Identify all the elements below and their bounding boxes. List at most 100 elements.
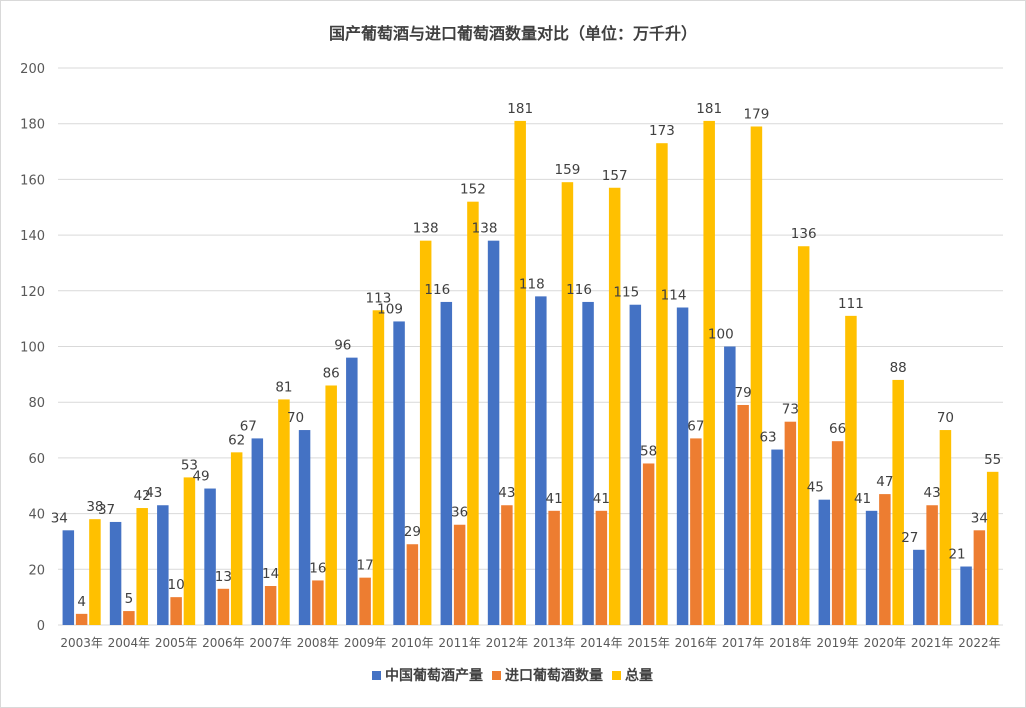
data-label: 111 [838,296,864,312]
bar-domestic [204,488,216,625]
data-label: 70 [287,410,304,426]
bar-import [123,611,135,625]
data-label: 152 [460,182,486,198]
bar-domestic [913,549,925,625]
data-label: 43 [498,485,515,501]
bar-total [467,201,479,625]
x-tick-label: 2012年 [486,636,529,650]
x-tick-label: 2003年 [60,636,103,650]
bar-import [170,597,182,625]
data-label: 49 [192,469,209,485]
x-tick-label: 2019年 [816,636,859,650]
bar-import [831,441,844,625]
bar-domestic [724,346,736,625]
data-label: 34 [971,510,988,526]
data-label: 36 [451,505,468,521]
bar-domestic [818,499,831,625]
grid-layer [58,67,1003,626]
data-label: 86 [323,365,340,381]
y-tick-label: 60 [28,452,45,467]
y-tick-label: 100 [20,341,45,356]
data-label: 5 [125,591,134,607]
bar-import [75,613,88,625]
data-label: 14 [262,566,279,582]
bar-domestic [393,321,405,625]
y-tick-label: 40 [28,508,45,523]
data-label: 16 [309,560,326,576]
bar-domestic [346,357,358,625]
data-label: 29 [404,524,421,540]
bar-domestic [157,505,169,625]
x-tick-label: 2017年 [722,636,765,650]
x-tick-label: 2022年 [958,636,1001,650]
data-label: 63 [759,430,776,446]
y-tick-label: 180 [20,118,45,133]
bar-total [939,430,952,625]
bar-domestic [535,296,547,625]
data-label: 100 [708,327,734,343]
bar-total [797,246,810,626]
data-label: 116 [424,282,450,298]
y-tick-label: 80 [28,396,45,411]
data-label: 41 [546,491,563,507]
x-tick-label: 2013年 [533,636,576,650]
bar-total [230,452,243,625]
data-label: 73 [782,402,799,418]
data-label: 181 [696,101,722,117]
legend-swatch [372,671,381,680]
bar-import [926,505,938,625]
y-tick-label: 200 [20,62,45,77]
y-tick-label: 0 [37,619,45,634]
data-label: 66 [829,421,846,437]
legend-label: 总量 [625,667,653,684]
bar-total [372,310,385,625]
bar-import [217,588,230,625]
bar-import [359,577,371,625]
data-label-layer: 3443837542431053491362671481701686961711… [51,101,1002,610]
x-tick-label: 2008年 [297,636,340,650]
data-label: 116 [566,282,592,298]
y-axis-ticks: 0 20 40 60 80 100 120 140 160 180 200 [20,62,45,634]
bar-import [690,438,702,625]
bar-total [419,240,432,626]
y-tick-label: 120 [20,285,45,300]
bar-domestic [771,449,783,625]
data-label: 43 [145,485,162,501]
data-label: 41 [854,491,871,507]
data-label: 34 [51,510,68,526]
bar-total [986,471,999,625]
bar-domestic [251,438,264,625]
data-label: 114 [661,288,687,304]
legend-label: 进口葡萄酒数量 [505,667,603,684]
bar-total [514,120,526,625]
y-tick-label: 140 [20,229,45,244]
data-label: 173 [649,123,675,139]
bar-import [973,530,986,625]
bar-total [278,399,290,625]
bar-domestic [676,307,689,625]
legend: 中国葡萄酒产量 进口葡萄酒数量 总量 [372,667,653,684]
bar-import [737,404,749,625]
bar-import [501,505,513,625]
data-label: 67 [240,418,257,434]
data-label: 17 [357,558,374,574]
bar-import [406,544,419,625]
data-label: 53 [181,457,198,473]
bar-total [89,519,101,625]
data-label: 179 [744,106,770,122]
data-label: 21 [948,547,965,563]
data-label: 113 [366,290,392,306]
bar-layer [62,120,999,626]
bar-domestic [629,304,642,625]
data-label: 47 [876,474,893,490]
data-label: 37 [98,502,115,518]
legend-swatch [612,671,621,680]
data-label: 96 [334,338,351,354]
chart-title: 国产葡萄酒与进口葡萄酒数量对比（单位：万千升） [329,24,697,43]
bar-import [784,421,797,625]
bar-import [453,524,466,625]
bar-total [136,508,148,625]
bar-domestic [109,521,122,625]
